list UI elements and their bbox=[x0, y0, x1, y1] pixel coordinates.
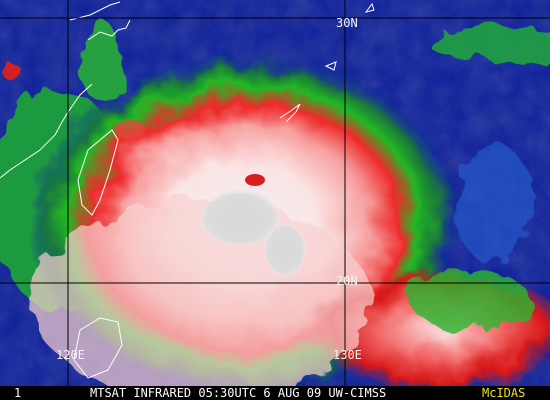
grid-label: 30N bbox=[336, 16, 358, 30]
grid-label: 120E bbox=[56, 348, 85, 362]
grid bbox=[0, 0, 550, 386]
coastlines bbox=[0, 1, 375, 379]
grid-label: 130E bbox=[333, 348, 362, 362]
status-bar bbox=[0, 386, 550, 400]
software-label: McIDAS bbox=[482, 386, 525, 400]
grid-label: 20N bbox=[336, 274, 358, 288]
caption: MTSAT INFRARED 05:30UTC 6 AUG 09 UW-CIMS… bbox=[90, 386, 386, 400]
frame-number: 1 bbox=[14, 386, 21, 400]
cold-tops bbox=[115, 120, 307, 278]
